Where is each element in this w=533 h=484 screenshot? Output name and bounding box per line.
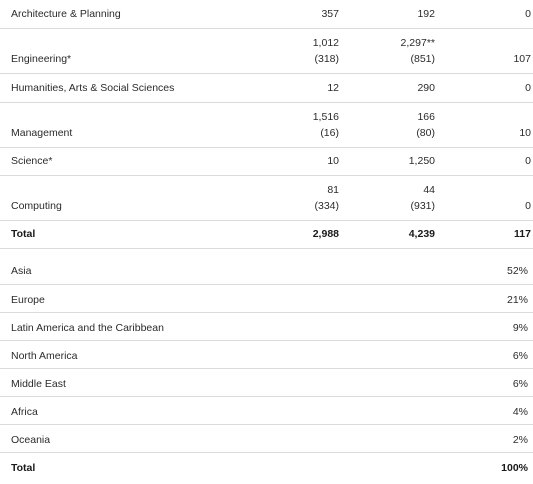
value-top: 81 — [327, 184, 339, 196]
region-percent: 9% — [512, 322, 528, 334]
region-label: Africa — [11, 406, 38, 418]
value-col-1: 81 (334) — [314, 182, 339, 214]
region-label: Europe — [11, 294, 45, 306]
region-label: North America — [11, 350, 78, 362]
row-label: Engineering* — [11, 53, 72, 65]
total-percent: 100% — [501, 462, 528, 474]
value-top: 2,297** — [400, 37, 435, 49]
value-col-2: 192 — [417, 8, 435, 20]
value-col-1: 357 — [321, 8, 339, 20]
value-top: 166 — [417, 111, 435, 123]
table-row: Oceania 2% — [0, 425, 533, 453]
total-label: Total — [11, 462, 36, 474]
region-percent: 52% — [506, 265, 528, 277]
table-row: Africa 4% — [0, 397, 533, 425]
value-bottom: (80) — [416, 127, 435, 139]
region-percent: 6% — [512, 378, 528, 390]
total-row: Total 2,988 4,239 117 — [0, 221, 533, 249]
region-percent: 21% — [506, 294, 528, 306]
value-bottom: (318) — [314, 53, 339, 65]
table-row: North America 6% — [0, 341, 533, 369]
row-label: Management — [11, 127, 73, 139]
row-label: Humanities, Arts & Social Sciences — [11, 82, 175, 94]
row-label: Science* — [11, 155, 53, 167]
value-col-2: 44 (931) — [410, 182, 435, 214]
table-row: Architecture & Planning 357 192 0 — [0, 0, 533, 29]
value-col-3: 0 — [525, 8, 531, 20]
value-col-2: 2,297** (851) — [401, 35, 435, 67]
region-percent: 4% — [512, 406, 528, 418]
value-top: 44 — [423, 184, 435, 196]
value-col-3: 0 — [525, 200, 531, 212]
row-label: Architecture & Planning — [11, 8, 121, 20]
region-percent: 2% — [512, 434, 528, 446]
value-top: 1,516 — [312, 111, 339, 123]
value-col-2: 290 — [417, 82, 435, 94]
value-col-3: 0 — [525, 82, 531, 94]
total-col-3: 117 — [514, 228, 531, 240]
total-label: Total — [11, 228, 36, 240]
region-label: Oceania — [11, 434, 51, 446]
value-bottom: (334) — [314, 200, 339, 212]
value-col-2: 166 (80) — [416, 109, 435, 141]
value-col-3: 107 — [513, 53, 531, 65]
region-label: Middle East — [11, 378, 66, 390]
value-bottom: (16) — [320, 127, 339, 139]
value-col-1: 1,516 (16) — [313, 109, 339, 141]
region-label: Asia — [11, 265, 32, 277]
total-col-1: 2,988 — [312, 228, 339, 240]
value-col-3: 0 — [525, 155, 531, 167]
value-col-1: 1,012 (318) — [313, 35, 339, 67]
table-row: Latin America and the Caribbean 9% — [0, 313, 533, 341]
table-row: Middle East 6% — [0, 369, 533, 397]
total-col-2: 4,239 — [408, 228, 435, 240]
row-label: Computing — [11, 200, 62, 212]
value-top: 1,012 — [312, 37, 339, 49]
table-row: Science* 10 1,250 0 — [0, 148, 533, 176]
value-bottom: (851) — [410, 53, 435, 65]
value-bottom: (931) — [410, 200, 435, 212]
region-percent: 6% — [512, 350, 528, 362]
table-row: Computing 81 (334) 44 (931) 0 — [0, 176, 533, 221]
value-col-1: 12 — [327, 82, 339, 94]
value-col-3: 10 — [519, 127, 531, 139]
total-row: Total 100% — [0, 453, 533, 480]
table-row: Asia 52% — [0, 256, 533, 285]
table-row: Engineering* 1,012 (318) 2,297** (851) 1… — [0, 29, 533, 74]
value-col-2: 1,250 — [408, 155, 435, 167]
value-col-1: 10 — [327, 155, 339, 167]
table-row: Humanities, Arts & Social Sciences 12 29… — [0, 74, 533, 103]
table-row: Management 1,516 (16) 166 (80) 10 — [0, 103, 533, 148]
table-row: Europe 21% — [0, 285, 533, 313]
region-label: Latin America and the Caribbean — [11, 322, 164, 334]
